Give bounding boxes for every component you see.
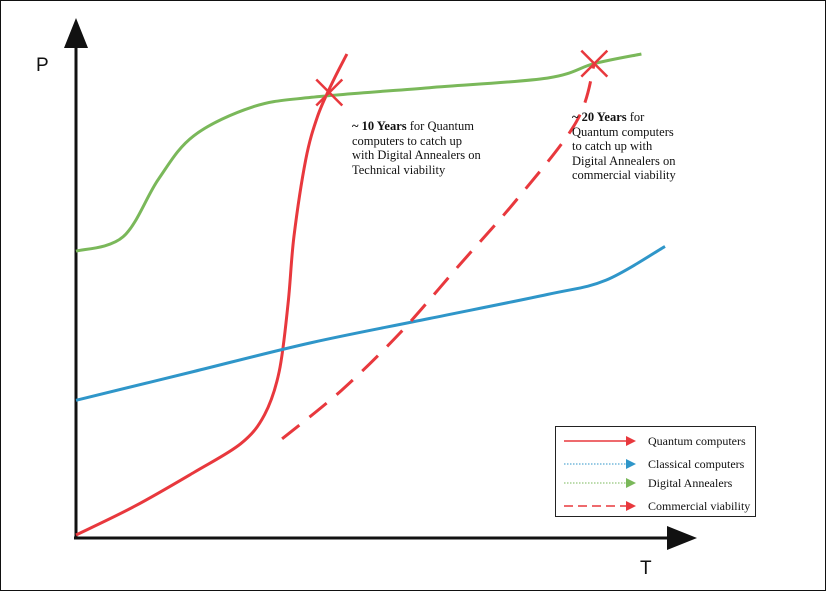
legend-item-commercial-viability: Commercial viability [556,496,755,516]
annotation-line: Quantum computers [572,124,674,139]
legend-swatch-classical [564,459,636,469]
legend-label: Commercial viability [648,499,751,513]
series-line-classical-computers [75,245,666,402]
legend-item-quantum: Quantum computers [556,431,755,451]
legend-item-classical: Classical computers [556,454,755,474]
chart-legend: Quantum computers Classical computers Di… [555,426,756,517]
series-line-commercial-viability [281,63,596,440]
x-axis-label: T [640,558,652,579]
legend-item-digital-annealers: Digital Annealers [556,473,755,493]
annotation-line: Digital Annealers on [572,153,676,168]
series-layer [75,52,666,537]
intersection-cross-marker-1 [315,78,344,107]
y-axis-arrowhead [64,18,88,48]
marker-layer [315,49,609,107]
annotation-line: ~ 20 Years for [572,110,645,124]
legend-swatch-quantum [564,436,636,446]
series-line-digital-annealers [75,52,642,253]
annotation-technical-viability: ~ 10 Years for Quantum computers to catc… [352,119,481,177]
x-axis-arrowhead [667,526,697,550]
annotation-commercial-viability: ~ 20 Years for Quantum computers to catc… [572,110,676,183]
annotation-line: computers to catch up [352,133,463,148]
legend-label: Classical computers [648,457,745,471]
annotation-line: commercial viability [572,168,676,182]
legend-label: Digital Annealers [648,476,733,490]
y-axis-label: P [36,55,49,76]
legend-label: Quantum computers [648,434,746,448]
annotation-line: Technical viability [352,162,446,177]
annotation-line: with Digital Annealers on [352,148,481,162]
series-line-quantum-computers [75,53,349,537]
legend-swatch-commercial-viability [564,501,636,511]
legend-swatch-digital-annealers [564,478,636,488]
annotation-line: to catch up with [572,139,653,153]
intersection-cross-marker-2 [580,49,609,78]
annotation-line: ~ 10 Years for Quantum [352,119,474,133]
